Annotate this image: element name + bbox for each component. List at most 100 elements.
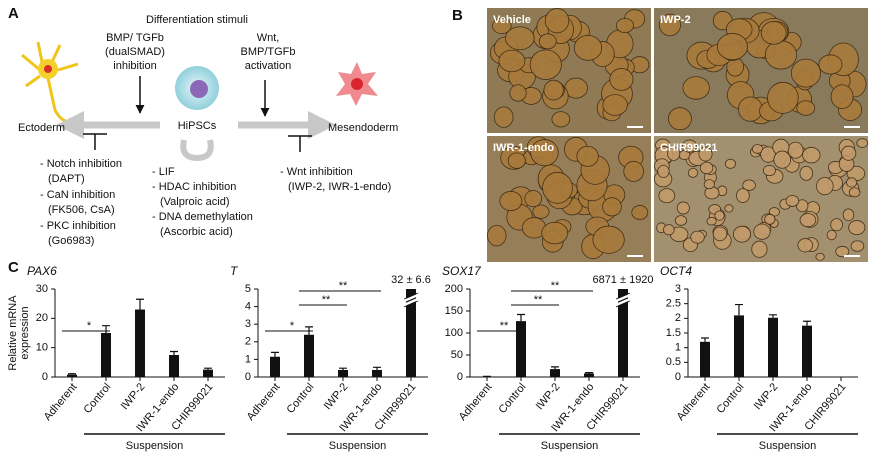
significance-label: ** [322,294,331,306]
chart-title: SOX17 [442,264,482,278]
colony [830,84,854,109]
colony [816,177,834,196]
image-label: IWR-1-endo [493,142,554,154]
x-tick-label: IWP-2 [752,381,781,412]
bar [270,356,280,377]
colony [737,96,763,122]
colony [505,26,535,51]
bar [304,334,314,377]
chart-title: T [230,264,239,278]
bar [802,325,812,377]
y-tick-label: 3 [675,283,681,295]
colony [703,179,715,190]
colony [842,208,855,222]
y-axis-label: expression [19,306,31,359]
list-item: (FK506, CsA) [48,204,115,216]
colony [538,33,557,50]
colony [674,215,688,226]
y-tick-label: 1.5 [666,327,681,339]
colony [573,34,603,61]
error-bar [136,298,144,310]
colony [623,160,645,182]
colony [592,225,625,254]
colony [841,145,857,161]
list-item: - Notch inhibition [40,158,122,170]
mesendoderm: Mesendoderm [328,122,398,134]
y-tick-label: 1 [245,353,251,365]
x-tick-label: Adherent [457,381,495,423]
colony [551,111,571,128]
colony [764,213,776,225]
colony [676,201,690,215]
center: HiPSCs [178,120,217,132]
colony [848,220,866,235]
error-bar [769,314,777,318]
image-label: CHIR99021 [660,142,717,154]
bar [372,369,382,377]
colony [615,18,634,34]
axis-break [403,293,419,307]
y-tick-label: 10 [36,342,48,354]
colony [668,107,692,131]
colony [657,164,670,178]
colony [790,58,821,88]
colony [830,218,844,232]
list-item: - DNA demethylation [152,211,253,223]
colony [499,191,523,212]
colony [658,13,681,37]
colony [733,225,752,243]
colony [724,158,736,169]
error-bar [803,320,811,326]
colony [487,225,507,247]
colony [529,49,562,80]
bar [734,315,744,377]
colony [762,164,776,177]
colony [687,167,699,178]
bar [338,369,348,377]
y-tick-label: 2.5 [666,298,681,310]
colony [667,146,681,161]
value-label: 6871 ± 1920 [592,274,653,286]
significance-label: * [290,320,295,332]
bar [135,309,145,377]
bars [67,298,213,377]
list-item: - HDAC inhibition [152,181,236,193]
bar [584,373,594,377]
colony [767,81,799,114]
x-tick-label: Control [715,381,747,416]
x-tick-label: Adherent [42,381,80,423]
bars [700,303,812,377]
significance-label: * [87,320,92,332]
colony [690,230,705,244]
error-bar [204,367,212,370]
bar [169,355,179,377]
x-tick-label: Adherent [675,381,713,423]
colony [751,240,768,258]
colony [541,221,569,245]
colony [742,179,756,191]
y-tick-label: 4 [245,301,251,313]
x-tick-label: Control [285,381,317,416]
y-tick-label: 2 [245,336,251,348]
colony [796,199,809,213]
significance-label: ** [339,280,348,292]
x-tick-label: IWP-2 [322,381,351,412]
error-bar [517,313,525,322]
colony [706,216,717,226]
axis-break [403,292,419,308]
colony [787,141,804,159]
colony [682,76,710,100]
colony [492,18,512,34]
chart-title: OCT4 [660,264,692,278]
list-item: - PKC inhibition [40,220,116,232]
axis-break [615,292,631,308]
colony [835,245,850,258]
colony [507,152,526,169]
bar [618,289,628,377]
colony [753,223,771,240]
group-label: Suspension [126,440,184,452]
y-tick-label: 0.5 [666,356,681,368]
error-bar [701,337,709,342]
list-item: (Ascorbic acid) [160,226,233,238]
colony [532,204,550,219]
